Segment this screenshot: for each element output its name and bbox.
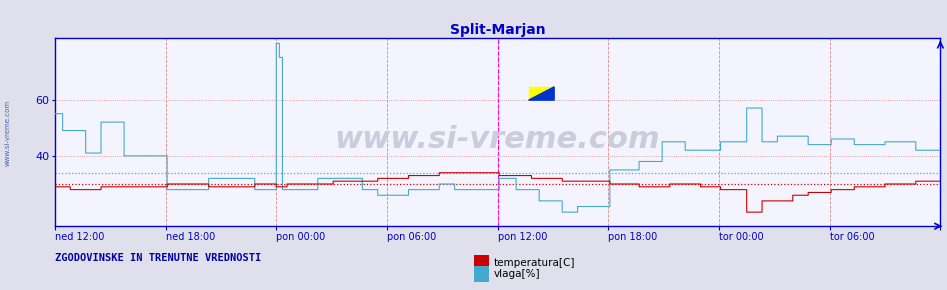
Text: ZGODOVINSKE IN TRENUTNE VREDNOSTI: ZGODOVINSKE IN TRENUTNE VREDNOSTI [55, 253, 261, 263]
Text: temperatura[C]: temperatura[C] [493, 258, 575, 268]
Polygon shape [528, 87, 554, 100]
Text: www.si-vreme.com: www.si-vreme.com [335, 125, 660, 154]
Text: www.si-vreme.com: www.si-vreme.com [5, 100, 10, 166]
Title: Split-Marjan: Split-Marjan [450, 23, 545, 37]
Polygon shape [528, 87, 554, 100]
Text: vlaga[%]: vlaga[%] [493, 269, 540, 279]
